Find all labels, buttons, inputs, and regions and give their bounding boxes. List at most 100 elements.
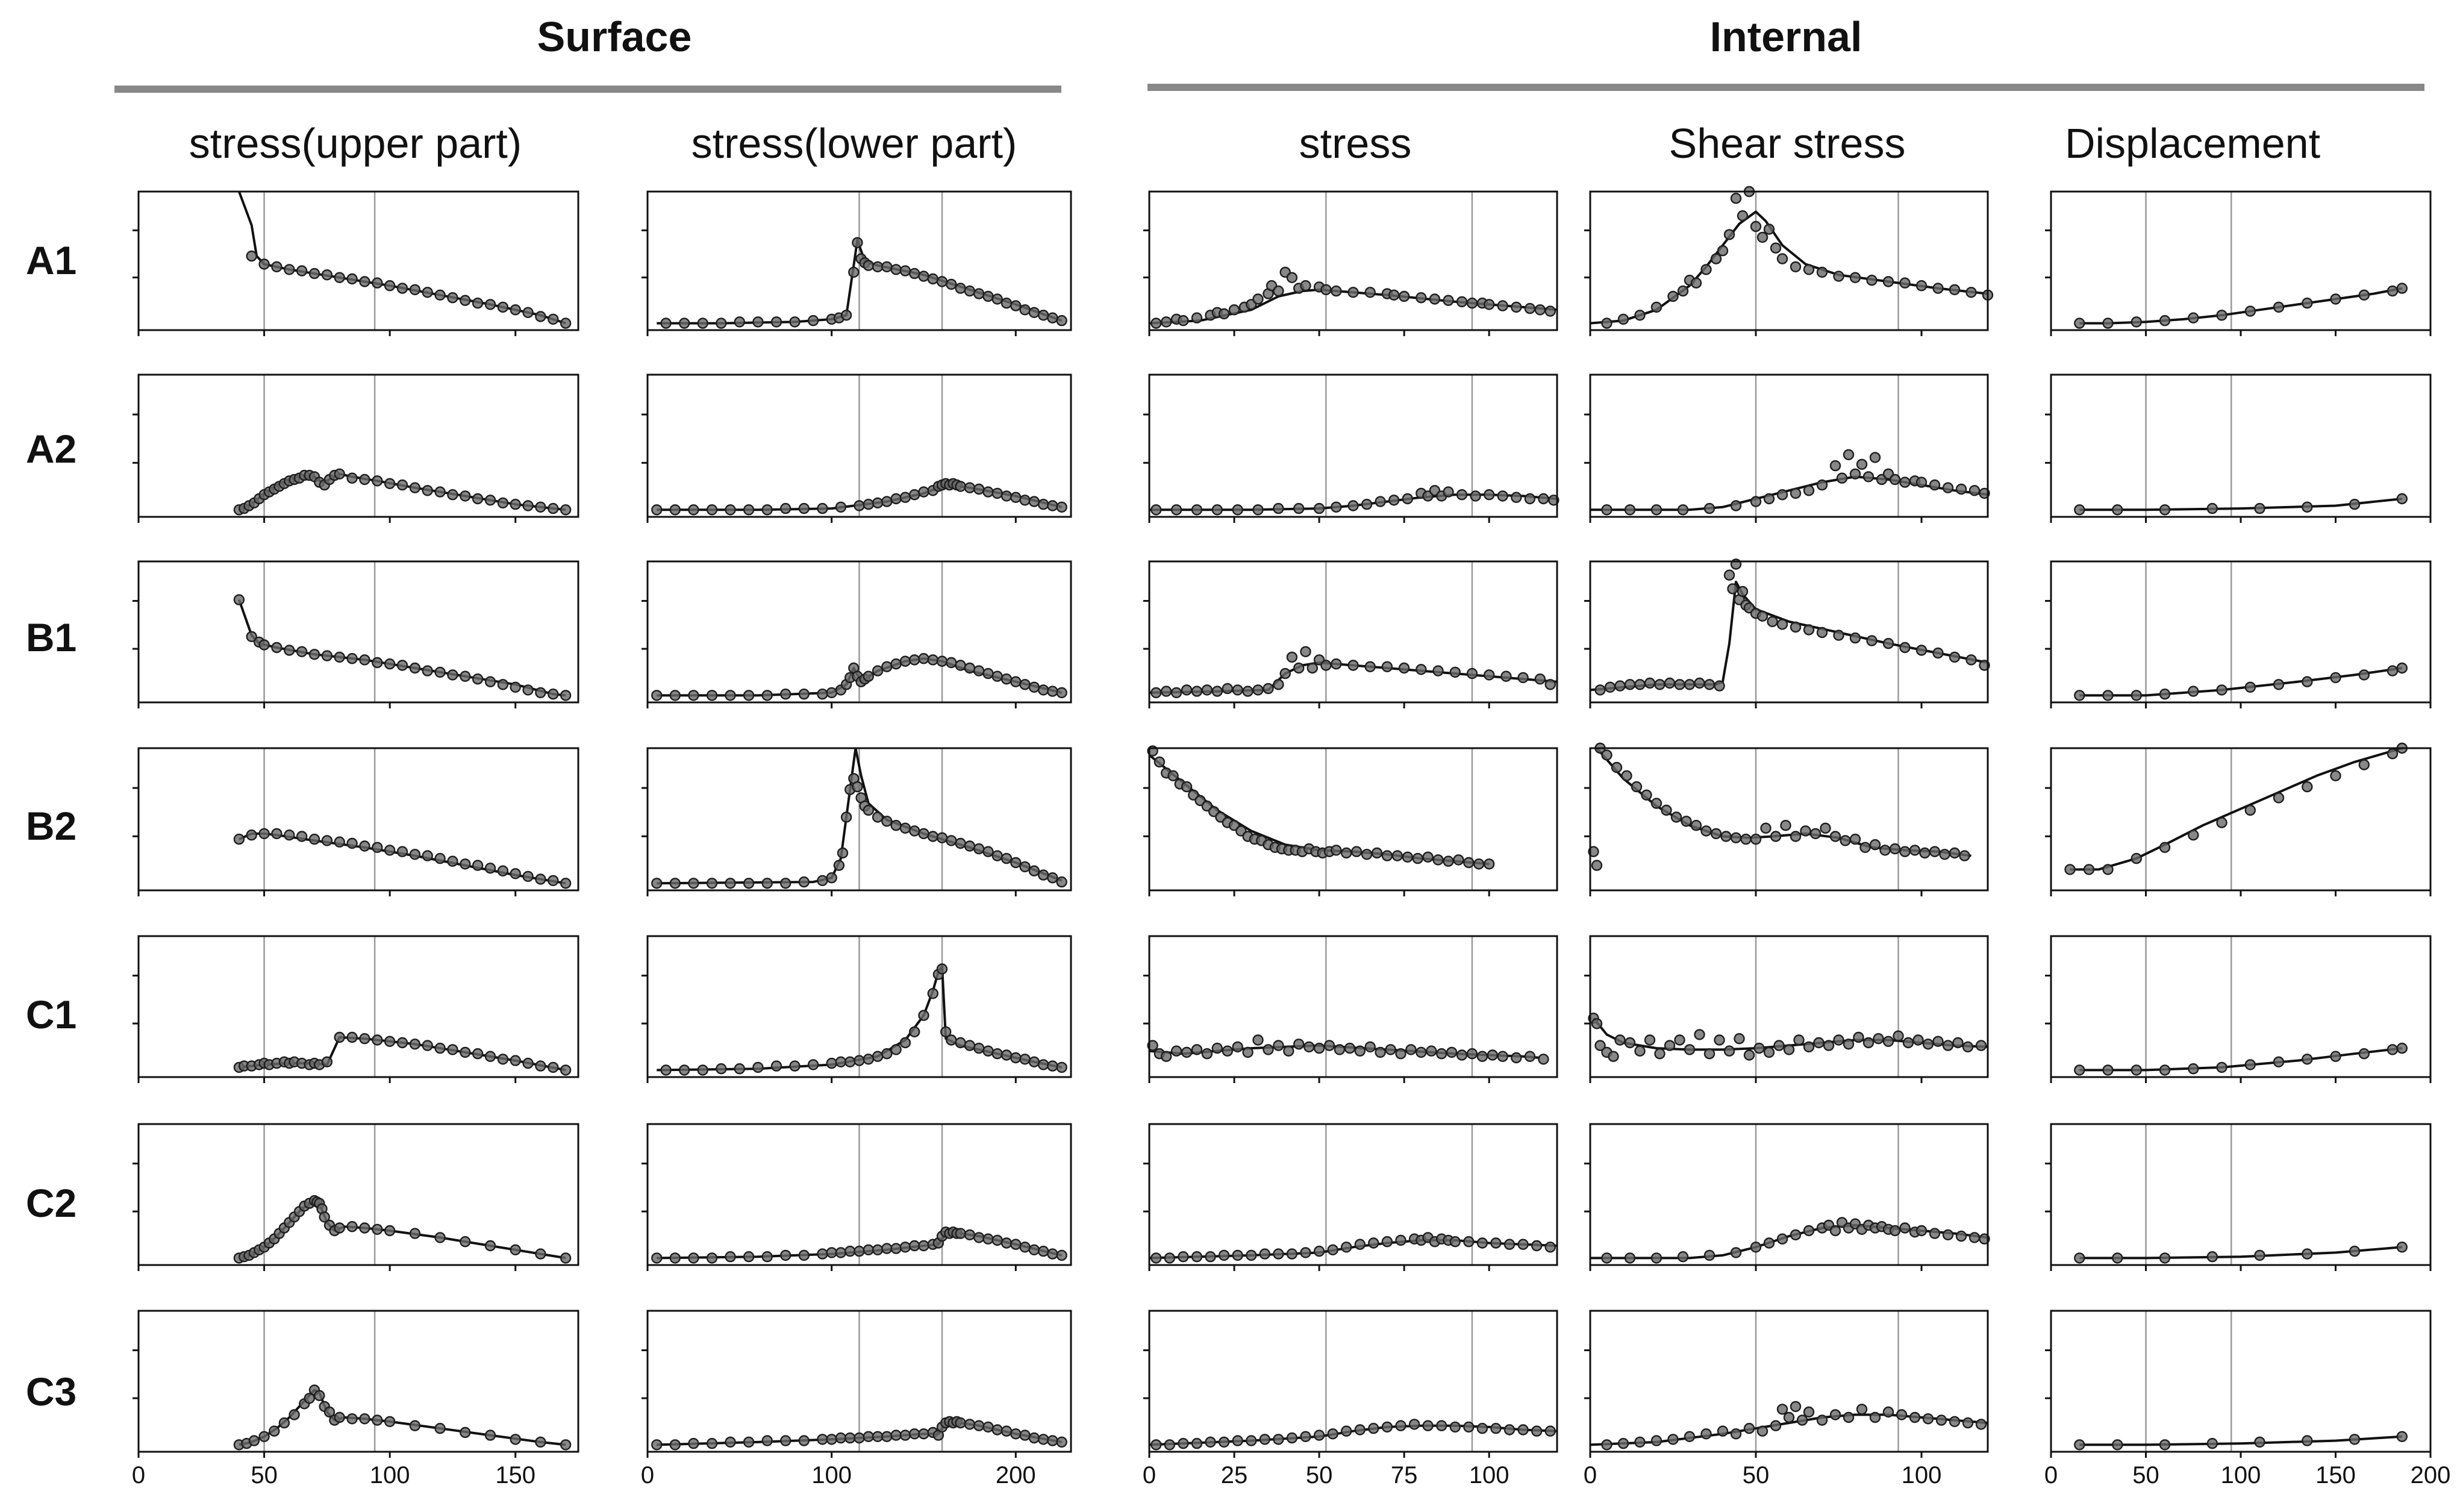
data-point-c2-internal-stress-31 — [1517, 1239, 1529, 1250]
data-point-a1-stress-lower-17 — [863, 260, 875, 271]
data-point-c1-shear-stress-33 — [1882, 1036, 1894, 1048]
frame-c3-shear-stress — [1589, 1310, 1989, 1453]
fit-line-b2-displacement — [2070, 748, 2403, 871]
data-point-b1-stress-upper-26 — [535, 687, 546, 699]
data-point-c1-stress-lower-26 — [955, 1037, 966, 1049]
data-point-c2-displacement-1 — [2074, 1252, 2085, 1264]
data-point-c2-internal-stress-30 — [1503, 1239, 1516, 1250]
data-point-c3-internal-stress-11 — [1286, 1432, 1298, 1444]
data-point-a1-shear-stress-4 — [1650, 301, 1662, 313]
row-label-b1: B1 — [26, 615, 76, 660]
data-point-c1-internal-stress-34 — [1476, 1051, 1488, 1062]
data-point-a1-internal-stress-5 — [1191, 312, 1203, 323]
data-point-a2-stress-upper-33 — [484, 495, 496, 506]
data-point-c1-displacement-12 — [2387, 1044, 2399, 1055]
data-point-c1-shear-stress-19 — [1743, 1049, 1755, 1061]
data-point-c1-shear-stress-38 — [1932, 1036, 1944, 1048]
data-point-c3-shear-stress-24 — [1896, 1409, 1908, 1420]
column-title-stress-upper: stress(upper part) — [189, 120, 522, 167]
data-point-a2-stress-lower-15 — [881, 496, 893, 507]
data-point-b2-shear-stress-35 — [1909, 845, 1921, 856]
row-label-b2: B2 — [26, 804, 76, 848]
data-point-c2-internal-stress-9 — [1259, 1248, 1271, 1260]
data-point-c3-stress-lower-13 — [844, 1432, 856, 1444]
data-point-b2-stress-lower-36 — [1010, 857, 1022, 869]
data-point-b1-shear-stress-25 — [1790, 621, 1802, 633]
data-point-c3-shear-stress-1 — [1601, 1439, 1612, 1451]
data-point-a1-internal-stress-32 — [1466, 298, 1478, 309]
data-point-c2-stress-lower-38 — [1037, 1245, 1049, 1257]
frame-c3-stress-upper — [137, 1310, 579, 1453]
data-point-a1-displacement-13 — [2396, 283, 2408, 294]
data-point-c1-displacement-3 — [2131, 1064, 2143, 1076]
data-point-b1-internal-stress-6 — [1201, 684, 1213, 696]
data-point-b2-displacement-2 — [2083, 864, 2095, 875]
data-point-c2-stress-upper-29 — [434, 1232, 446, 1243]
data-point-a1-shear-stress-31 — [1949, 284, 1961, 296]
data-point-c1-stress-upper-27 — [472, 1048, 484, 1060]
data-point-c1-shear-stress-12 — [1674, 1034, 1685, 1046]
data-point-b1-displacement-11 — [2358, 669, 2370, 681]
data-point-a1-internal-stress-2 — [1160, 316, 1172, 328]
data-point-b1-stress-lower-36 — [1019, 679, 1031, 690]
data-point-c3-shear-stress-28 — [1949, 1416, 1961, 1428]
data-point-a1-stress-upper-2 — [258, 258, 270, 270]
data-point-b2-internal-stress-39 — [1443, 855, 1454, 867]
data-point-c3-stress-lower-15 — [863, 1431, 875, 1443]
data-point-b1-stress-lower-31 — [973, 665, 985, 676]
data-point-c1-stress-upper-32 — [535, 1060, 546, 1072]
data-point-c1-stress-upper-34 — [560, 1064, 572, 1076]
data-point-c1-internal-stress-31 — [1446, 1046, 1458, 1058]
data-point-c2-internal-stress-17 — [1368, 1237, 1379, 1249]
data-point-c3-internal-stress-24 — [1463, 1421, 1475, 1433]
frame-c2-stress-lower — [646, 1123, 1072, 1266]
data-point-c3-stress-lower-21 — [918, 1428, 929, 1440]
data-point-b2-shear-stress-34 — [1899, 846, 1911, 857]
data-point-c3-shear-stress-6 — [1684, 1431, 1696, 1443]
data-point-c1-internal-stress-8 — [1211, 1042, 1223, 1054]
data-point-c2-stress-lower-6 — [743, 1251, 755, 1263]
data-point-c2-internal-stress-29 — [1490, 1237, 1502, 1249]
data-point-b1-shear-stress-1 — [1594, 684, 1606, 696]
data-point-b1-stress-lower-1 — [651, 690, 663, 701]
data-point-c3-shear-stress-23 — [1882, 1406, 1894, 1418]
panel-c1-shear-stress — [1584, 935, 1989, 1083]
data-point-c1-internal-stress-5 — [1181, 1046, 1193, 1058]
data-point-c3-stress-lower-36 — [1019, 1429, 1031, 1441]
data-point-b1-stress-upper-25 — [522, 684, 534, 696]
data-point-b1-internal-stress-17 — [1300, 646, 1311, 658]
data-point-c3-displacement-5 — [2254, 1436, 2265, 1448]
data-point-c1-shear-stress-20 — [1753, 1042, 1765, 1054]
data-point-c3-stress-upper-6 — [278, 1417, 290, 1429]
data-point-c2-stress-lower-11 — [826, 1247, 837, 1258]
data-point-c2-stress-lower-32 — [982, 1233, 994, 1245]
data-point-b1-displacement-1 — [2074, 690, 2085, 701]
data-point-c3-internal-stress-20 — [1408, 1419, 1420, 1430]
data-point-c2-stress-lower-37 — [1028, 1244, 1040, 1256]
data-point-c3-stress-lower-1 — [651, 1439, 663, 1451]
data-point-c1-shear-stress-23 — [1783, 1044, 1795, 1055]
data-point-c3-internal-stress-6 — [1218, 1436, 1230, 1448]
data-point-b1-stress-upper-18 — [434, 666, 446, 678]
data-point-b2-displacement-8 — [2244, 804, 2256, 816]
data-point-b1-displacement-4 — [2159, 688, 2171, 700]
data-point-a1-stress-upper-20 — [484, 299, 496, 310]
data-point-c2-stress-lower-36 — [1019, 1242, 1031, 1253]
data-point-b2-stress-upper-9 — [334, 836, 345, 848]
data-point-c1-internal-stress-24 — [1375, 1046, 1386, 1058]
data-point-c1-shear-stress-11 — [1664, 1040, 1676, 1051]
data-point-c3-stress-upper-19 — [384, 1416, 396, 1428]
data-point-a1-displacement-4 — [2159, 315, 2171, 326]
data-point-a2-stress-lower-11 — [835, 501, 847, 513]
x-tick-label-internal-stress-0: 0 — [1143, 1462, 1156, 1489]
data-point-b2-stress-lower-14 — [840, 811, 852, 823]
data-point-c1-stress-upper-17 — [346, 1031, 358, 1043]
data-point-a1-internal-stress-21 — [1320, 284, 1332, 296]
data-point-b2-internal-stress-33 — [1381, 850, 1393, 861]
data-point-c1-stress-lower-28 — [973, 1042, 985, 1054]
data-point-c2-stress-upper-30 — [460, 1236, 471, 1248]
data-point-a2-stress-upper-26 — [396, 479, 408, 491]
data-point-b2-stress-lower-30 — [955, 837, 966, 849]
data-point-a2-internal-stress-6 — [1252, 504, 1264, 516]
data-point-a1-stress-upper-10 — [359, 276, 370, 287]
